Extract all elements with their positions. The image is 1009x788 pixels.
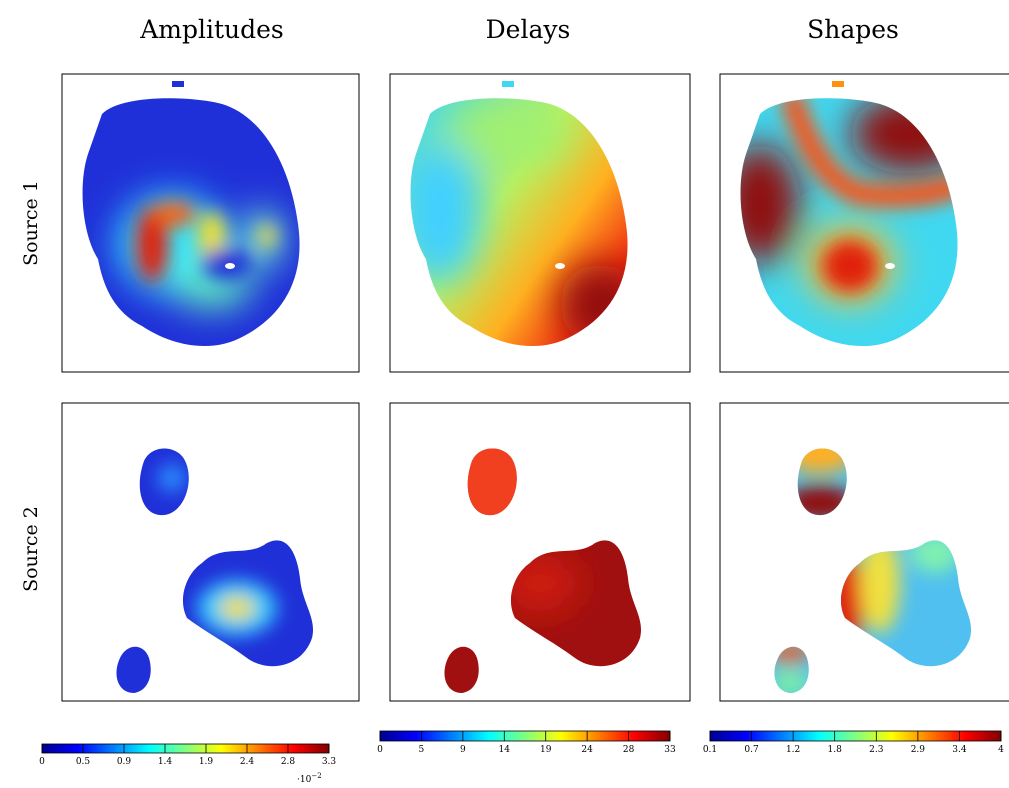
heatmap-shape: [502, 81, 514, 87]
heatmap-shape: [719, 73, 1009, 373]
heatmap-shape: [850, 98, 958, 174]
tick-label: 28: [623, 745, 635, 755]
heatmap-shape: [152, 202, 196, 226]
heatmap-shape: [779, 98, 958, 207]
tick-label: 2.3: [869, 745, 884, 755]
tick-label: 0.5: [76, 757, 91, 767]
heatmap-shape: [172, 81, 184, 87]
row-label: Source 2: [20, 506, 42, 592]
tick-label: 14: [499, 745, 511, 755]
panel: [61, 402, 360, 702]
heatmap-shape: [219, 596, 255, 620]
heatmap-shape: [450, 448, 530, 523]
group: [500, 553, 580, 613]
panel: [719, 402, 1009, 702]
tick-label: 1.9: [199, 757, 214, 767]
colorbar: [41, 743, 330, 754]
panel: [61, 73, 360, 373]
heatmap-shape: [860, 533, 900, 633]
tick-label: 0.1: [703, 745, 717, 755]
group: [410, 98, 628, 347]
group: [82, 98, 300, 347]
colorbars: 0 0.5 0.9 1.4 1.9 2.4 2.8 3.3·10−20 5 9 14 19 24 28 33…: [39, 730, 1004, 785]
column-title: Amplitudes: [139, 15, 284, 44]
tick-label: 0: [39, 757, 45, 767]
group: [444, 448, 642, 693]
group: [158, 464, 277, 636]
tick-label: 2.4: [240, 757, 255, 767]
heatmap-shape: [61, 402, 360, 702]
column-title: Shapes: [807, 15, 899, 44]
column-title: Delays: [486, 15, 571, 44]
tick-label: 1.2: [786, 745, 800, 755]
heatmap-shape: [785, 448, 855, 473]
tick-label: 33: [664, 745, 676, 755]
tick-label: 4: [998, 745, 1004, 755]
group: [740, 98, 958, 347]
tick-label: 3.3: [322, 757, 337, 767]
heatmap-shape: [61, 73, 360, 373]
colorbar: [379, 730, 671, 742]
heatmap-shape: [910, 533, 960, 573]
group: [774, 448, 972, 693]
heatmap-shape: [136, 206, 168, 282]
heatmap-shape: [740, 144, 800, 264]
tick-label: 3.4: [952, 745, 967, 755]
colorbar: [709, 730, 1002, 742]
heatmap-shape: [774, 671, 810, 693]
group: [779, 98, 958, 292]
heatmap-shape: [785, 485, 855, 521]
tick-label: 9: [460, 745, 466, 755]
heatmap-shape: [555, 263, 565, 269]
exponent-power: −2: [311, 772, 321, 780]
heatmap-shape: [158, 464, 186, 492]
panel: [719, 73, 1009, 373]
tick-label: 24: [581, 745, 593, 755]
tick-label: 0: [377, 745, 383, 755]
panel: [389, 73, 691, 373]
tick-label: 2.8: [281, 757, 296, 767]
heatmap-shape: [827, 553, 863, 653]
tick-label: 1.8: [828, 745, 843, 755]
exponent-base: ·10: [297, 775, 312, 785]
row-label: Source 1: [20, 180, 42, 266]
group: [116, 448, 314, 693]
heatmap-shape: [389, 402, 691, 702]
tick-label: 1.4: [158, 757, 173, 767]
heatmap-shape: [885, 263, 895, 269]
heatmap-shape: [410, 144, 480, 284]
tick-label: 0.9: [117, 757, 132, 767]
tick-label: 19: [540, 745, 552, 755]
heatmap-shape: [774, 448, 972, 693]
heatmap-shape: [444, 448, 642, 693]
heatmap-shape: [389, 73, 691, 373]
heatmap-shape: [719, 402, 1009, 702]
heatmap-shape: [116, 448, 314, 693]
heatmap-shape: [450, 104, 570, 164]
panel: [389, 402, 691, 702]
colorbar-exponent: ·10−2: [297, 772, 322, 785]
heatmap-shape: [259, 224, 275, 248]
tick-label: 0.7: [744, 745, 759, 755]
tick-label: 5: [419, 745, 425, 755]
heatmap-shape: [822, 240, 878, 292]
heatmap-shape: [560, 264, 628, 344]
tick-label: 2.9: [911, 745, 926, 755]
heatmap-shape: [500, 553, 580, 613]
heatmap-shape: [225, 263, 235, 269]
heatmap-shape: [832, 81, 844, 87]
heatmap-shape: [774, 643, 810, 663]
